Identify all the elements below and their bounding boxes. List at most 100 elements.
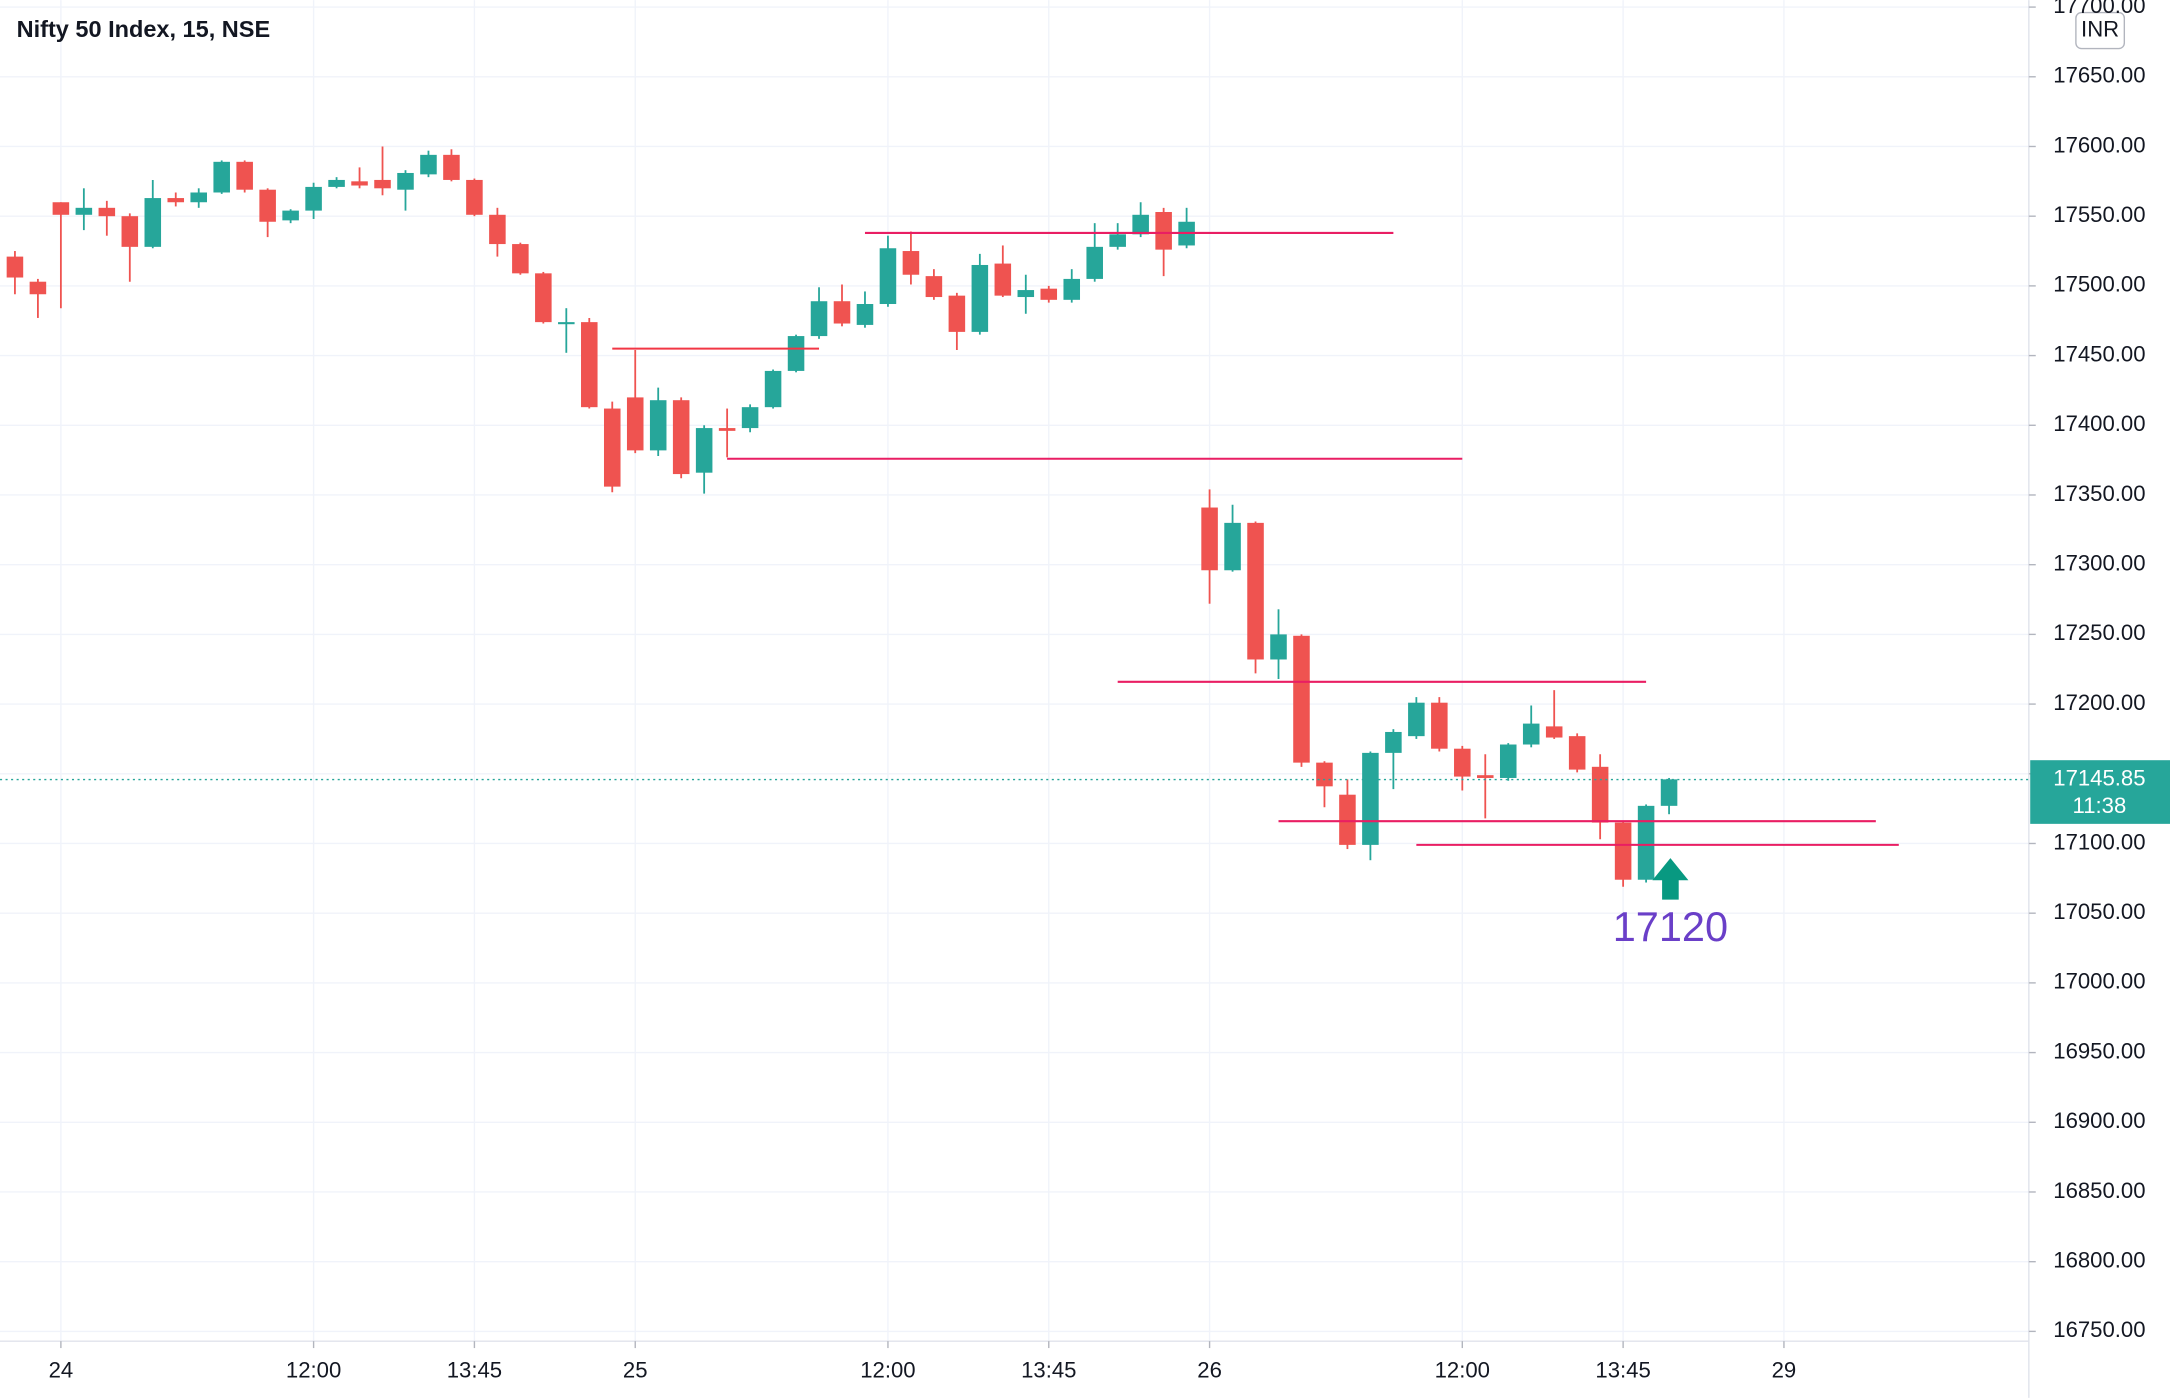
- candle-body: [879, 248, 897, 305]
- candle-body: [213, 161, 230, 193]
- candle-body: [971, 264, 989, 332]
- y-tick-label: 16800.00: [2053, 1248, 2145, 1273]
- y-tick-label: 16950.00: [2053, 1038, 2145, 1063]
- candle-body: [1040, 288, 1058, 300]
- candle-body: [121, 216, 139, 247]
- y-tick-label: 17600.00: [2053, 132, 2145, 157]
- last-price-label: 17145.85: [2053, 765, 2145, 790]
- candle-body: [1109, 234, 1126, 247]
- candle-body: [328, 179, 345, 187]
- y-tick-label: 17550.00: [2053, 202, 2145, 227]
- currency: INR: [2081, 16, 2119, 41]
- y-tick-label: 16750.00: [2053, 1317, 2145, 1342]
- candle-body: [259, 189, 276, 222]
- candle-body: [787, 336, 805, 371]
- candle-body: [420, 154, 437, 175]
- candle-body: [1132, 214, 1149, 235]
- candle-body: [6, 256, 24, 278]
- marks: [6, 146, 1899, 887]
- candle-body: [1339, 794, 1356, 845]
- candle-body: [1477, 775, 1494, 778]
- candle-body: [1522, 723, 1540, 745]
- candle-body: [1270, 634, 1287, 660]
- x-tick-label: 24: [49, 1357, 74, 1382]
- candle-body: [856, 304, 874, 325]
- candle-body: [144, 198, 162, 247]
- candle-body: [1086, 246, 1103, 279]
- candle-body: [98, 207, 116, 217]
- candle-body: [443, 154, 460, 180]
- candle-body: [1431, 702, 1448, 749]
- x-tick-label: 26: [1197, 1357, 1222, 1382]
- candle-body: [581, 322, 598, 408]
- candle-body: [1568, 736, 1586, 770]
- candle-body: [29, 281, 47, 295]
- y-tick-label: 17700.00: [2053, 0, 2145, 18]
- x-tick-label: 12:00: [860, 1357, 915, 1382]
- currency-box: [2075, 11, 2126, 50]
- y-tick-label: 17100.00: [2053, 829, 2145, 854]
- y-tick-label: 17250.00: [2053, 620, 2145, 645]
- candle-body: [1591, 766, 1609, 823]
- candle-body: [1201, 507, 1218, 571]
- candle-body: [190, 192, 207, 203]
- y-tick-label: 17300.00: [2053, 551, 2145, 576]
- x-tick-label: 13:45: [1595, 1357, 1650, 1382]
- last-price-time: 11:38: [2073, 793, 2127, 818]
- x-tick-label: 13:45: [1021, 1357, 1076, 1382]
- y-tick-label: 17200.00: [2053, 690, 2145, 715]
- candle-body: [626, 397, 644, 451]
- y-tick-label: 17500.00: [2053, 272, 2145, 297]
- y-tick-label: 17000.00: [2053, 969, 2145, 994]
- candle-body: [167, 198, 185, 203]
- candle-body: [764, 370, 782, 408]
- candle-body: [925, 276, 943, 298]
- x-tick-label: 29: [1772, 1357, 1797, 1382]
- candle-body: [672, 400, 690, 475]
- x-tick-label: 12:00: [286, 1357, 341, 1382]
- candle-body: [1293, 635, 1310, 763]
- candle-body: [603, 408, 621, 487]
- candle-body: [1063, 278, 1081, 300]
- candle-body: [52, 202, 70, 215]
- candle-body: [1385, 731, 1402, 753]
- candle-body: [1155, 212, 1172, 250]
- x-tick-label: 12:00: [1435, 1357, 1490, 1382]
- y-tick-label: 17350.00: [2053, 481, 2145, 506]
- candle-body: [282, 210, 299, 221]
- candle-body: [535, 273, 552, 323]
- candle-body: [695, 428, 713, 473]
- candle-body: [1614, 822, 1632, 880]
- candle-body: [833, 301, 851, 324]
- candle-body: [1545, 726, 1563, 738]
- candle-body: [1637, 805, 1655, 880]
- y-tick-label: 16900.00: [2053, 1108, 2145, 1133]
- chart-title: Nifty 50 Index, 15, NSE: [17, 16, 271, 42]
- grid: [0, 0, 2029, 1342]
- candle-body: [397, 172, 414, 190]
- candle-body: [994, 263, 1012, 296]
- candle-body: [236, 161, 253, 190]
- candle-body: [1247, 522, 1264, 660]
- candle-body: [305, 186, 322, 211]
- candle-body: [512, 244, 529, 274]
- candle-body: [1316, 762, 1333, 787]
- candle-body: [1499, 744, 1517, 778]
- x-tick-label: 13:45: [447, 1357, 502, 1382]
- candle-body: [351, 181, 368, 186]
- candle-body: [466, 179, 483, 215]
- candle-body: [649, 400, 667, 451]
- candle-body: [741, 407, 759, 429]
- candle-body: [948, 295, 966, 332]
- candle-body: [1362, 752, 1379, 845]
- annotation: 17120: [1613, 903, 1728, 950]
- last-price-box: [2030, 760, 2170, 824]
- candle-body: [1660, 779, 1678, 806]
- candle-body: [1408, 702, 1425, 737]
- up-arrow: [1652, 858, 1689, 900]
- candle-body: [902, 251, 920, 275]
- candle-body: [1454, 748, 1471, 777]
- candle-body: [75, 207, 93, 215]
